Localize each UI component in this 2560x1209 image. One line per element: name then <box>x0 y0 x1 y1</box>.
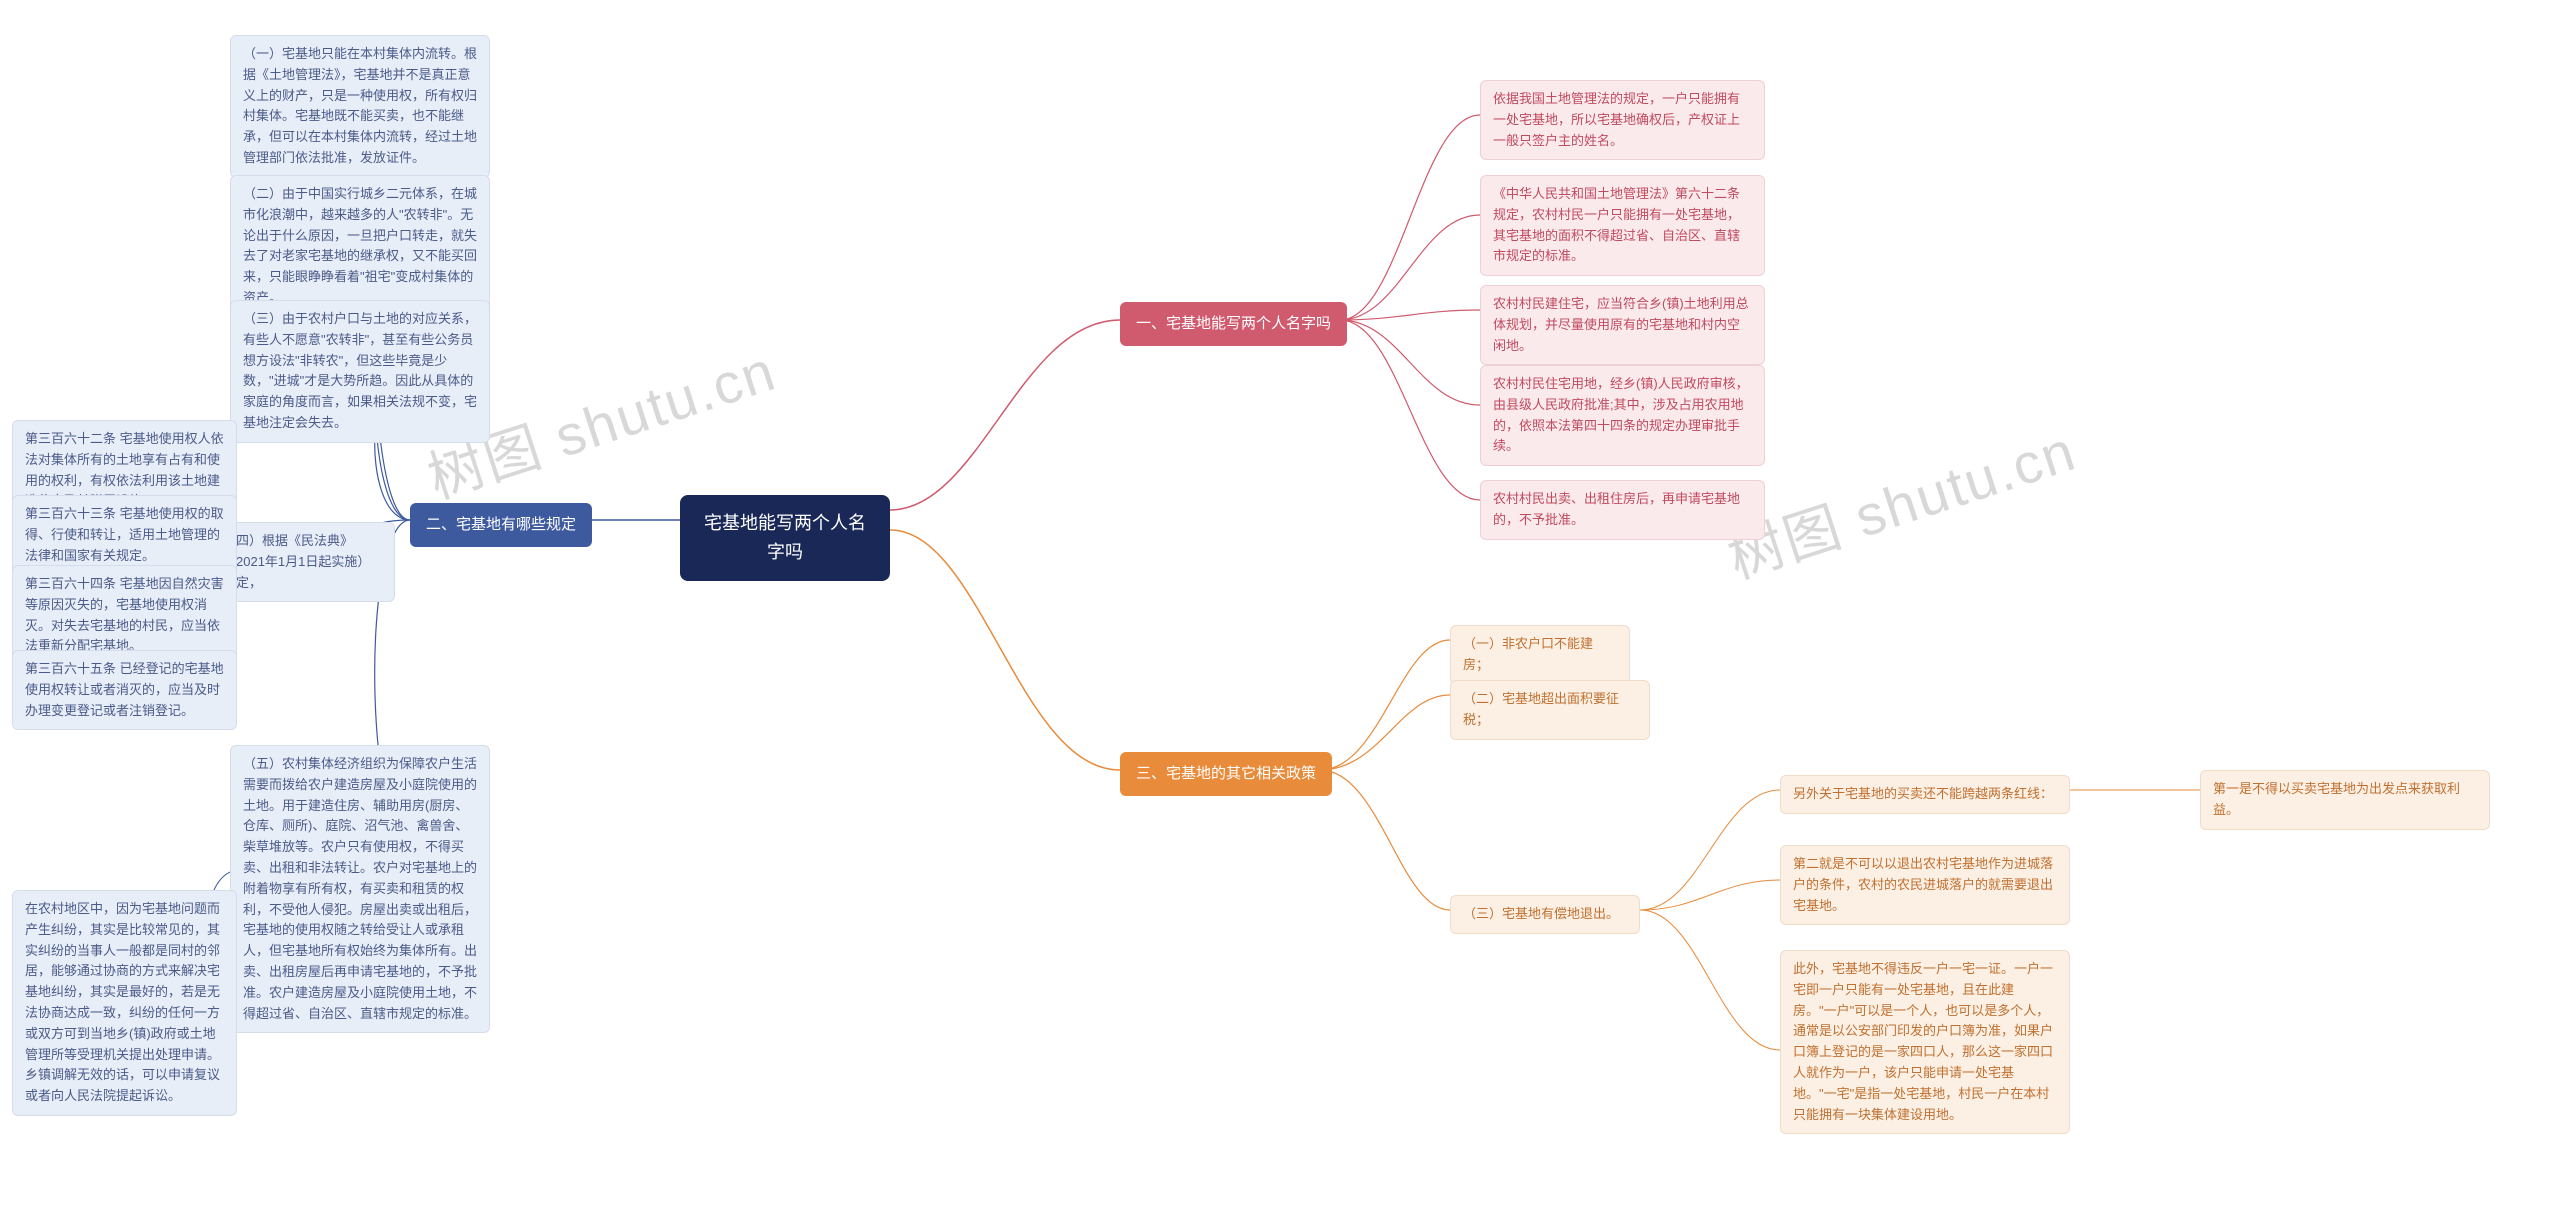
watermark: 树图 shutu.cn <box>1716 406 2085 595</box>
blue-leaf: （二）由于中国实行城乡二元体系，在城市化浪潮中，越来越多的人"农转非"。无论出于… <box>230 175 490 318</box>
orange-leaf: （二）宅基地超出面积要征税； <box>1450 680 1650 740</box>
red-leaf: 农村村民住宅用地，经乡(镇)人民政府审核，由县级人民政府批准;其中，涉及占用农用… <box>1480 365 1765 466</box>
branch-two[interactable]: 二、宅基地有哪些规定 <box>410 503 592 547</box>
root-node[interactable]: 宅基地能写两个人名字吗 <box>680 495 890 581</box>
blue-leaf-four: （四）根据《民法典》（2021年1月1日起实施）规定， <box>210 522 395 602</box>
red-leaf: 依据我国土地管理法的规定，一户只能拥有一处宅基地，所以宅基地确权后，产权证上一般… <box>1480 80 1765 160</box>
red-leaf: 农村村民出卖、出租住房后，再申请宅基地的，不予批准。 <box>1480 480 1765 540</box>
branch-three[interactable]: 三、宅基地的其它相关政策 <box>1120 752 1332 796</box>
orange-leaf: （一）非农户口不能建房； <box>1450 625 1630 685</box>
blue-leaf: （一）宅基地只能在本村集体内流转。根据《土地管理法》，宅基地并不是真正意义上的财… <box>230 35 490 178</box>
orange-sub: 此外，宅基地不得违反一户一宅一证。一户一宅即一户只能有一处宅基地，且在此建房。"… <box>1780 950 2070 1134</box>
orange-sub: 第二就是不可以以退出农村宅基地作为进城落户的条件，农村的农民进城落户的就需要退出… <box>1780 845 2070 925</box>
orange-leaf-three: （三）宅基地有偿地退出。 <box>1450 895 1640 934</box>
red-leaf: 农村村民建住宅，应当符合乡(镇)土地利用总体规划，并尽量使用原有的宅基地和村内空… <box>1480 285 1765 365</box>
orange-sub: 另外关于宅基地的买卖还不能跨越两条红线： <box>1780 775 2070 814</box>
blue-leaf: （三）由于农村户口与土地的对应关系，有些人不愿意"农转非"，甚至有些公务员想方设… <box>230 300 490 443</box>
blue-extra: 在农村地区中，因为宅基地问题而产生纠纷，其实是比较常见的，其实纠纷的当事人一般都… <box>12 890 237 1116</box>
orange-sub-sub: 第一是不得以买卖宅基地为出发点来获取利益。 <box>2200 770 2490 830</box>
red-leaf: 《中华人民共和国土地管理法》第六十二条规定，农村村民一户只能拥有一处宅基地，其宅… <box>1480 175 1765 276</box>
branch-one[interactable]: 一、宅基地能写两个人名字吗 <box>1120 302 1347 346</box>
blue-sub: 第三百六十五条 已经登记的宅基地使用权转让或者消灭的，应当及时办理变更登记或者注… <box>12 650 237 730</box>
blue-leaf: （五）农村集体经济组织为保障农户生活需要而拨给农户建造房屋及小庭院使用的土地。用… <box>230 745 490 1033</box>
blue-sub: 第三百六十三条 宅基地使用权的取得、行使和转让，适用土地管理的法律和国家有关规定… <box>12 495 237 575</box>
